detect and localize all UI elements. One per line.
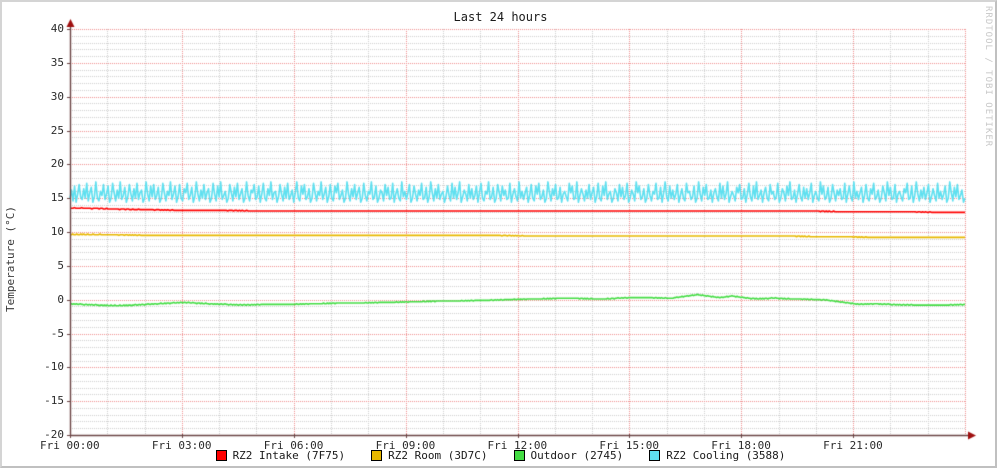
x-tick-label: Fri 15:00 [599, 439, 659, 452]
graph-legend: RZ2 Intake (7F75) RZ2 Room (3D7C) Outdoor … [2, 449, 995, 462]
y-tick-label: -5 [50, 326, 64, 340]
graph-title: Last 24 hours [453, 10, 548, 24]
legend-label: RZ2 Cooling (3588) [666, 449, 786, 462]
y-tick-label: 20 [50, 157, 64, 171]
x-tick-label: Fri 09:00 [375, 439, 436, 452]
y-tick-label: 35 [50, 55, 64, 69]
x-tick-label: Fri 00:00 [40, 439, 100, 452]
y-tick-label: -15 [44, 394, 64, 408]
x-tick-label: Fri 03:00 [151, 439, 212, 452]
y-axis-tick-labels: 40 35 30 25 20 15 10 5 0 -5 -10 -15 -20 [2, 2, 64, 466]
legend-item-cooling[interactable]: RZ2 Cooling (3588) [649, 449, 785, 462]
y-tick-label: 5 [57, 258, 64, 272]
x-tick-label: Fri 21:00 [823, 439, 883, 452]
y-tick-label: 40 [50, 22, 64, 35]
legend-swatch-room-icon [371, 450, 383, 461]
legend-label: RZ2 Intake (7F75) [232, 449, 346, 462]
x-tick-label: Fri 06:00 [263, 439, 324, 452]
legend-item-room[interactable]: RZ2 Room (3D7C) [371, 449, 488, 462]
y-tick-label: 10 [50, 225, 64, 238]
y-tick-label: 0 [57, 292, 64, 306]
rrdtool-watermark: RRDTOOL / TOBI OETIKER [793, 6, 993, 147]
x-tick-label: Fri 12:00 [487, 439, 548, 452]
y-tick-label: -20 [44, 428, 64, 441]
legend-item-intake[interactable]: RZ2 Intake (7F75) [215, 449, 346, 462]
legend-swatch-intake-icon [215, 450, 227, 461]
legend-label: Outdoor (2745) [530, 449, 624, 462]
y-tick-label: 15 [50, 191, 64, 205]
legend-swatch-cooling-icon [649, 450, 661, 461]
y-tick-label: -10 [44, 360, 64, 374]
legend-swatch-outdoor-icon [513, 450, 525, 461]
x-tick-label: Fri 18:00 [711, 439, 771, 452]
legend-item-outdoor[interactable]: Outdoor (2745) [513, 449, 624, 462]
y-tick-label: 30 [50, 89, 64, 103]
legend-label: RZ2 Room (3D7C) [388, 449, 488, 462]
y-tick-label: 25 [50, 123, 64, 137]
